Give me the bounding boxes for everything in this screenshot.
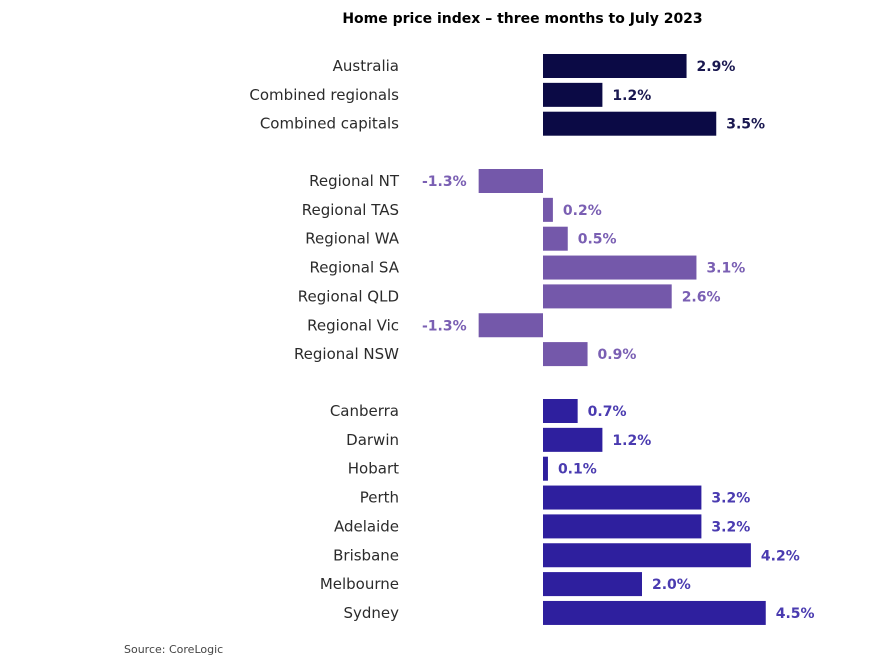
category-label-regional-nsw: Regional NSW bbox=[294, 345, 399, 363]
value-label-combined-capitals: 3.5% bbox=[726, 117, 765, 133]
source-note: Source: CoreLogic bbox=[124, 643, 224, 656]
bar-hobart bbox=[543, 456, 548, 481]
value-label-regional-wa: 0.5% bbox=[578, 232, 617, 248]
category-label-regional-sa: Regional SA bbox=[309, 259, 399, 277]
value-label-regional-vic: -1.3% bbox=[422, 318, 467, 334]
bar-brisbane bbox=[543, 543, 751, 568]
value-label-regional-sa: 3.1% bbox=[706, 261, 745, 277]
category-label-brisbane: Brisbane bbox=[333, 546, 399, 564]
value-label-perth: 3.2% bbox=[711, 491, 750, 507]
value-label-regional-qld: 2.6% bbox=[682, 289, 721, 305]
value-label-melbourne: 2.0% bbox=[652, 577, 691, 593]
value-label-sydney: 4.5% bbox=[776, 606, 815, 622]
category-label-melbourne: Melbourne bbox=[320, 575, 399, 593]
bar-perth bbox=[543, 485, 702, 510]
category-label-regional-vic: Regional Vic bbox=[307, 316, 399, 334]
value-label-adelaide: 3.2% bbox=[711, 519, 750, 535]
category-label-regional-qld: Regional QLD bbox=[298, 287, 399, 305]
value-label-hobart: 0.1% bbox=[558, 462, 597, 478]
value-label-regional-nsw: 0.9% bbox=[598, 347, 637, 363]
category-label-regional-tas: Regional TAS bbox=[302, 201, 399, 219]
bar-regional-nsw bbox=[543, 342, 588, 367]
category-label-combined-regionals: Combined regionals bbox=[249, 86, 399, 104]
value-label-regional-tas: 0.2% bbox=[563, 203, 602, 219]
value-label-regional-nt: -1.3% bbox=[422, 174, 467, 190]
bar-regional-sa bbox=[543, 255, 697, 280]
chart-title: Home price index – three months to July … bbox=[342, 11, 703, 27]
bar-regional-qld bbox=[543, 284, 672, 309]
value-label-australia: 2.9% bbox=[697, 59, 736, 75]
bar-combined-capitals bbox=[543, 111, 717, 136]
value-label-canberra: 0.7% bbox=[588, 404, 627, 420]
category-label-perth: Perth bbox=[360, 489, 399, 507]
category-label-sydney: Sydney bbox=[343, 604, 399, 622]
bar-regional-tas bbox=[543, 197, 553, 222]
category-label-combined-capitals: Combined capitals bbox=[260, 115, 399, 133]
bar-darwin bbox=[543, 427, 603, 452]
bar-melbourne bbox=[543, 572, 642, 597]
category-label-australia: Australia bbox=[333, 57, 399, 75]
bar-sydney bbox=[543, 600, 766, 625]
value-label-darwin: 1.2% bbox=[612, 433, 651, 449]
bar-australia bbox=[543, 54, 687, 78]
value-label-brisbane: 4.2% bbox=[761, 548, 800, 564]
category-label-adelaide: Adelaide bbox=[334, 517, 399, 535]
bar-adelaide bbox=[543, 514, 702, 539]
value-label-combined-regionals: 1.2% bbox=[612, 88, 651, 104]
bar-regional-wa bbox=[543, 226, 568, 251]
bar-regional-vic bbox=[478, 313, 543, 338]
category-label-canberra: Canberra bbox=[330, 402, 399, 420]
category-label-regional-nt: Regional NT bbox=[309, 172, 400, 190]
bar-combined-regionals bbox=[543, 82, 603, 107]
category-label-regional-wa: Regional WA bbox=[305, 230, 399, 248]
bar-canberra bbox=[543, 399, 578, 423]
bar-regional-nt bbox=[478, 169, 543, 193]
category-label-darwin: Darwin bbox=[346, 431, 399, 449]
category-label-hobart: Hobart bbox=[348, 460, 399, 478]
